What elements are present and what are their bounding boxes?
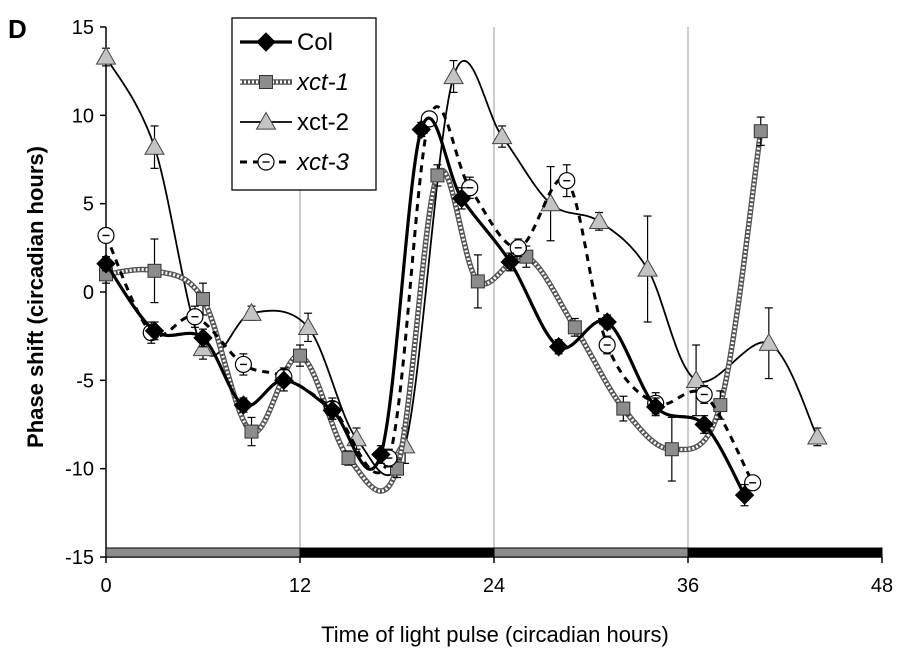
series-col-point	[548, 337, 569, 357]
series-xct-2-point	[685, 369, 707, 388]
series-col-point	[233, 395, 254, 415]
series-xct-2-point	[637, 258, 658, 277]
series-xct-2-point	[758, 332, 780, 351]
y-tick-label: 10	[72, 105, 94, 127]
legend-marker-xct-2	[255, 111, 277, 130]
legend-label-col: Col	[297, 29, 333, 56]
series-xct-1	[99, 116, 768, 494]
y-tick-label: 0	[83, 282, 94, 304]
series-xct-2-point	[443, 65, 464, 85]
series-col-line	[104, 116, 746, 496]
series-xct-1-point	[390, 461, 404, 476]
x-tick-label: 0	[100, 575, 111, 597]
series-col-point	[371, 444, 391, 465]
series-col	[96, 116, 755, 507]
legend-marker-col	[256, 32, 276, 52]
series-col-point	[597, 312, 617, 332]
series-xct-3-point	[695, 385, 713, 404]
series-col-point	[193, 328, 213, 348]
y-tick-label: -10	[65, 459, 94, 481]
y-tick-label: -5	[76, 370, 94, 392]
y-tick-label: 5	[83, 194, 94, 216]
y-tick-label: -15	[65, 547, 94, 569]
series-col-point	[734, 485, 755, 505]
series-xct-1-point	[244, 424, 259, 439]
legend-label-xct-3: xct-3	[296, 149, 350, 176]
series-col-point	[96, 254, 116, 274]
light-dark-bar	[105, 547, 883, 558]
series-xct-1-point	[616, 401, 631, 416]
y-axis-title: Phase shift (circadian hours)	[23, 146, 48, 448]
series-xct-2-point	[491, 126, 513, 145]
series-xct-1-point	[293, 348, 307, 363]
series-xct-1-point	[341, 451, 356, 466]
series-xct-3-point	[509, 239, 527, 257]
series-xct-1-point	[713, 398, 728, 413]
x-tick-label: 36	[677, 575, 699, 597]
series-xct-1-point	[196, 292, 210, 307]
series-col-point	[322, 400, 343, 421]
light-dark-segment-0	[105, 547, 301, 558]
legend-marker-xct-3	[257, 153, 275, 171]
series-xct-2-point	[241, 302, 262, 321]
series-col-point	[274, 370, 294, 391]
series-xct-2-point	[297, 316, 319, 335]
series-col-point	[645, 397, 666, 417]
legend-label-xct-1: xct-1	[296, 69, 349, 96]
series-xct-3-point	[598, 336, 616, 354]
series-layer	[95, 46, 828, 507]
y-tick-label: 15	[72, 17, 94, 39]
series-xct-3-point	[744, 474, 762, 492]
series-col-point	[500, 252, 520, 272]
series-xct-1-point	[147, 263, 162, 278]
series-xct-2-point	[806, 426, 828, 445]
light-dark-segment-1	[299, 547, 495, 558]
series-col-point	[411, 119, 431, 140]
panel-label: D	[8, 14, 27, 44]
series-xct-1-point	[664, 442, 679, 457]
series-xct-2-line	[105, 56, 819, 476]
series-xct-1-point	[567, 320, 582, 335]
axes	[100, 26, 883, 563]
light-dark-segment-3	[687, 547, 883, 558]
series-xct-1-point	[753, 124, 768, 139]
y-tick-labels: 15 10 5 0 -5 -10 -15	[65, 17, 94, 569]
series-xct-2-point	[95, 46, 117, 65]
series-xct-3-point	[234, 355, 253, 374]
x-tick-label: 12	[289, 575, 311, 597]
series-col-point	[694, 414, 714, 435]
series-col-point	[144, 321, 165, 341]
series-xct-3-point	[97, 226, 115, 245]
legend-marker-xct-1	[259, 75, 273, 89]
series-xct-1-point	[470, 274, 485, 289]
light-dark-segment-2	[493, 547, 689, 558]
series-xct-3-point	[186, 308, 204, 326]
series-col-point	[451, 188, 472, 209]
series-xct-1-line	[105, 131, 763, 493]
legend: Col xct-1 xct-2 xct-3	[231, 17, 377, 191]
x-tick-label: 48	[871, 575, 893, 597]
series-xct-3-point	[558, 172, 576, 190]
legend-label-xct-2: xct-2	[297, 109, 349, 136]
series-xct-1-point	[430, 168, 445, 183]
x-tick-label: 24	[483, 575, 505, 597]
x-tick-labels: 0 12 24 36 48	[100, 575, 893, 597]
series-xct-2-point	[144, 136, 165, 155]
x-axis-title: Time of light pulse (circadian hours)	[321, 622, 669, 647]
series-xct-2-point	[588, 210, 610, 229]
